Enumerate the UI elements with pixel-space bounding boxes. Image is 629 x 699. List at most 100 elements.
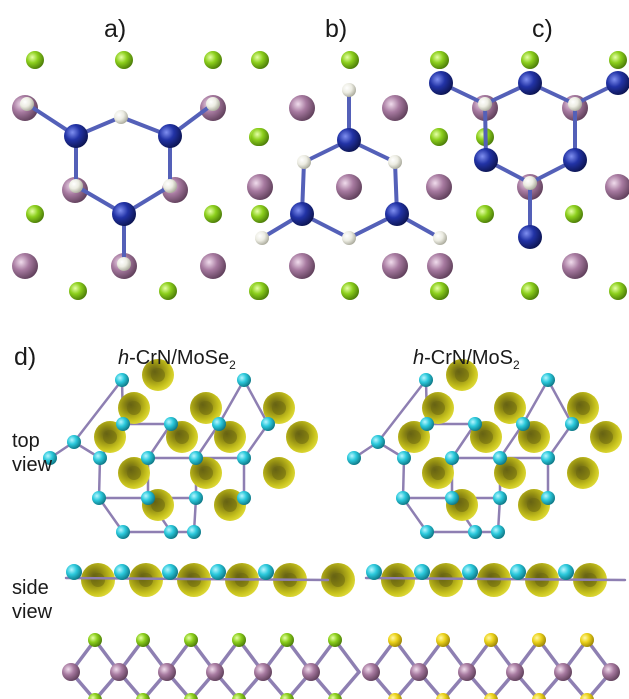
chalcogen-atom xyxy=(184,633,198,647)
cr-atom xyxy=(92,491,106,505)
selenium-atom xyxy=(69,282,87,300)
isosurface-core xyxy=(439,573,453,587)
bond xyxy=(217,378,246,426)
row-label-top-1: top xyxy=(12,430,40,452)
title-left-main: -CrN/MoSe xyxy=(129,347,229,369)
chromium-atom xyxy=(20,97,34,111)
selenium-atom xyxy=(341,51,359,69)
bond xyxy=(546,378,574,426)
cr-atom xyxy=(189,491,203,505)
isosurface-core xyxy=(199,466,213,480)
cr-atom xyxy=(541,491,555,505)
chromium-atom xyxy=(255,231,269,245)
cr-atom xyxy=(141,491,155,505)
chalcogen-atom xyxy=(184,693,198,699)
chalcogen-atom xyxy=(388,693,402,699)
chalcogen-atom xyxy=(88,693,102,699)
isosurface-core xyxy=(431,466,445,480)
chalcogen-atom xyxy=(484,633,498,647)
chalcogen-atom xyxy=(328,633,342,647)
nitrogen-atom xyxy=(290,202,314,226)
molybdenum-atom xyxy=(247,174,273,200)
cr-atom xyxy=(237,373,251,387)
cr-atom xyxy=(445,491,459,505)
isosurface-core xyxy=(576,401,590,415)
nitrogen-atom xyxy=(385,202,409,226)
isosurface-core xyxy=(223,498,237,512)
cr-atom xyxy=(468,417,482,431)
row-label-side-2: view xyxy=(12,601,53,623)
chalcogen-atom xyxy=(436,693,450,699)
molybdenum-atom xyxy=(289,253,315,279)
chalcogen-atom xyxy=(388,633,402,647)
cr-atom xyxy=(258,564,274,580)
chalcogen-atom xyxy=(88,633,102,647)
selenium-atom xyxy=(251,128,269,146)
chromium-atom xyxy=(523,176,537,190)
cr-atom xyxy=(468,525,482,539)
cr-atom xyxy=(510,564,526,580)
nitrogen-atom xyxy=(112,202,136,226)
selenium-atom xyxy=(430,128,448,146)
cr-atom xyxy=(541,373,555,387)
title-left: h-CrN/MoSe2 xyxy=(118,347,236,372)
panel-b-lattice xyxy=(247,51,452,300)
isosurface-core xyxy=(331,573,345,587)
molybdenum-atom xyxy=(12,253,38,279)
selenium-atom xyxy=(204,205,222,223)
molybdenum-atom xyxy=(506,663,524,681)
isosurface-core xyxy=(503,466,517,480)
selenium-atom xyxy=(251,205,269,223)
isosurface-core xyxy=(151,498,165,512)
isosurface-core xyxy=(527,430,541,444)
title-right-prefix: h xyxy=(413,347,424,369)
molybdenum-atom xyxy=(302,663,320,681)
molybdenum-atom xyxy=(602,663,620,681)
molybdenum-atom xyxy=(605,174,629,200)
cr-atom xyxy=(493,451,507,465)
nitrogen-atom xyxy=(474,148,498,172)
title-right-sub: 2 xyxy=(513,358,520,372)
chalcogen-atom xyxy=(136,693,150,699)
molybdenum-atom xyxy=(458,663,476,681)
chalcogen-atom xyxy=(580,633,594,647)
cr-atom xyxy=(66,564,82,580)
row-label-side-1: side xyxy=(12,577,49,599)
cr-atom xyxy=(116,417,130,431)
cr-atom xyxy=(162,564,178,580)
panel-label-a: a) xyxy=(104,15,126,43)
cr-atom xyxy=(414,564,430,580)
isosurface-core xyxy=(199,401,213,415)
chromium-atom xyxy=(342,83,356,97)
row-label-top-2: view xyxy=(12,454,53,476)
molybdenum-atom xyxy=(410,663,428,681)
bond xyxy=(376,378,428,444)
isosurface-core xyxy=(455,498,469,512)
selenium-atom xyxy=(431,282,449,300)
cr-atom xyxy=(396,491,410,505)
cr-atom xyxy=(212,417,226,431)
isosurface-core xyxy=(479,430,493,444)
cr-atom xyxy=(565,417,579,431)
bond xyxy=(364,576,627,582)
panel-a-lattice xyxy=(12,51,267,300)
cr-atom xyxy=(261,417,275,431)
cr-atom xyxy=(187,525,201,539)
isosurface-core xyxy=(391,573,405,587)
chromium-atom xyxy=(342,231,356,245)
chalcogen-atom xyxy=(232,633,246,647)
isosurface-core xyxy=(139,573,153,587)
cr-atom xyxy=(558,564,574,580)
isosurface-core xyxy=(431,401,445,415)
panel-label-b: b) xyxy=(325,15,347,43)
selenium-atom xyxy=(431,51,449,69)
molybdenum-atom xyxy=(562,253,588,279)
selenium-atom xyxy=(115,51,133,69)
selenium-atom xyxy=(609,51,627,69)
isosurface-core xyxy=(407,430,421,444)
molybdenum-atom xyxy=(254,663,272,681)
cr-atom xyxy=(445,451,459,465)
panel-c-lattice xyxy=(427,51,629,300)
cr-atom xyxy=(115,373,129,387)
chromium-atom xyxy=(433,231,447,245)
